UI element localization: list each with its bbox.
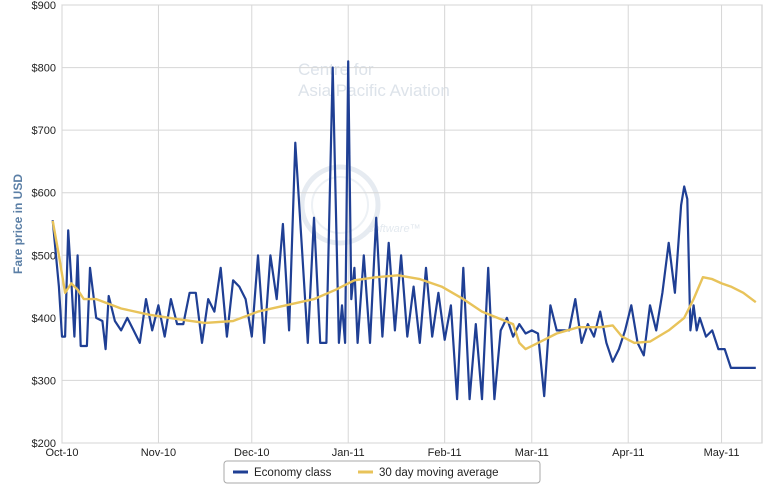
grid-lines [61, 4, 762, 444]
y-tick-label: $700 [32, 125, 56, 137]
y-tick-label: $600 [32, 188, 56, 200]
y-tick-label: $800 [32, 63, 56, 75]
legend-label-30-day-moving-average: 30 day moving average [379, 467, 499, 479]
x-tick-label: May-11 [704, 447, 740, 459]
x-tick-label: Apr-11 [612, 447, 644, 459]
legend: Economy class 30 day moving average [223, 460, 541, 484]
series-line-economy-class [51, 60, 756, 401]
series-line-30-day-moving-average [51, 220, 757, 351]
watermark-badge-text: software™ [368, 223, 421, 235]
x-tick-label: Dec-10 [234, 447, 269, 459]
x-tick-label: Nov-10 [141, 447, 176, 459]
watermark-line2: Asia Pacific Aviation [298, 81, 450, 100]
watermark-badge-icon [299, 164, 381, 246]
legend-label-economy-class: Economy class [254, 467, 332, 479]
x-tick-label: Feb-11 [428, 447, 462, 459]
plot-area [61, 4, 763, 444]
y-tick-label: $900 [32, 0, 56, 12]
x-tick-label: Oct-10 [45, 447, 78, 459]
legend-box [223, 460, 541, 484]
y-tick-label: $300 [32, 375, 56, 387]
x-tick-label: Mar-11 [515, 447, 549, 459]
y-tick-label: $500 [32, 250, 56, 262]
watermark-line1: Centre for [298, 60, 374, 79]
x-tick-label: Jan-11 [332, 447, 365, 459]
watermark: Centre for Asia Pacific Aviation softwar… [298, 60, 450, 246]
x-axis-ticks: Oct-10 Nov-10 Dec-10 Jan-11 Feb-11 Mar-11 Apr-… [45, 447, 739, 459]
y-axis-title: Fare price in USD [11, 174, 25, 274]
y-tick-label: $200 [32, 438, 56, 450]
y-axis-ticks: $200 $300 $400 $500 $600 $700 $800 $900 [32, 0, 56, 450]
y-tick-label: $400 [32, 313, 56, 325]
